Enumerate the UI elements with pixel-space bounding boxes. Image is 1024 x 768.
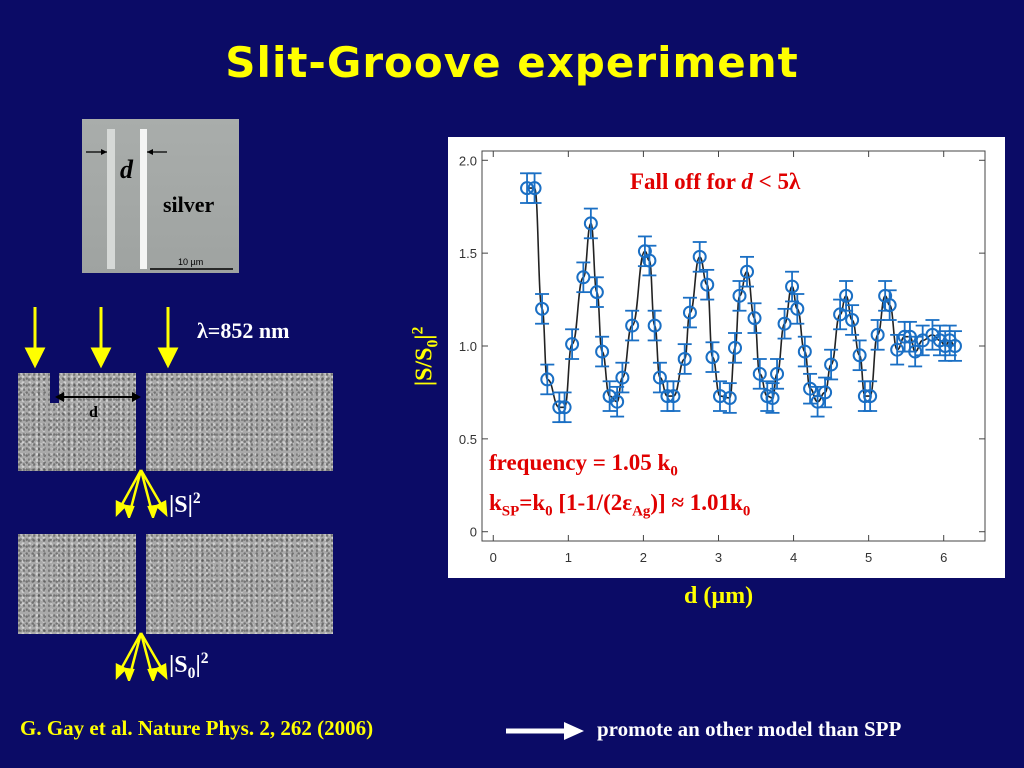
data-point <box>752 366 767 381</box>
data-point <box>824 357 839 372</box>
x-axis-title: d (µm) <box>684 583 754 609</box>
x-tick-label: 1 <box>565 550 572 565</box>
y-tick-label: 1.0 <box>459 339 477 354</box>
reference-left-block <box>18 534 136 634</box>
x-tick-label: 5 <box>865 550 872 565</box>
data-point <box>527 181 542 196</box>
groove-line <box>107 129 115 269</box>
data-point <box>700 277 715 292</box>
slide-title: Slit-Groove experiment <box>225 38 799 87</box>
data-point <box>790 301 805 316</box>
footer-arrow <box>506 722 584 740</box>
data-point <box>785 279 800 294</box>
data-point <box>625 318 640 333</box>
fall-off-annotation: Fall off for d < 5λ <box>630 169 801 194</box>
data-point <box>870 327 885 342</box>
data-point <box>882 298 897 313</box>
citation: G. Gay et al. Nature Phys. 2, 262 (2006) <box>20 716 374 740</box>
data-point <box>595 344 610 359</box>
data-point <box>839 288 854 303</box>
sem-micrograph: d silver 10 µm <box>82 119 239 273</box>
data-point <box>642 253 657 268</box>
sem-drawing <box>86 129 233 270</box>
emission-arrows-2 <box>115 632 168 681</box>
data-point <box>583 216 598 231</box>
wavelength-label: λ=852 nm <box>197 318 290 343</box>
data-point <box>712 389 727 404</box>
data-point <box>652 370 667 385</box>
sem-material-label: silver <box>163 192 215 217</box>
data-point <box>520 181 535 196</box>
data-point <box>863 389 878 404</box>
schematic-d-label: d <box>89 404 98 421</box>
incident-arrows <box>24 307 179 369</box>
frequency-annotation: frequency = 1.05 k0 <box>489 450 678 480</box>
y-tick-label: 2.0 <box>459 153 477 168</box>
sem-d-label: d <box>120 155 133 184</box>
slit-line <box>140 129 147 269</box>
x-tick-label: 0 <box>490 550 497 565</box>
data-point <box>692 249 707 264</box>
data-point <box>666 389 681 404</box>
groove <box>50 373 59 403</box>
data-point <box>722 391 737 405</box>
data-point <box>818 385 833 400</box>
footer-note: promote an other model than SPP <box>597 717 902 741</box>
sample-left-block <box>18 373 136 471</box>
data-point <box>947 339 962 353</box>
data-point <box>747 311 762 326</box>
sem-scale-label: 10 µm <box>178 257 204 267</box>
data-point <box>615 370 630 385</box>
ksp-annotation: kSP=k0 [1-1/(2εAg)] ≈ 1.01k0 <box>489 490 751 520</box>
data-point <box>845 313 860 327</box>
data-point <box>565 337 580 352</box>
data-point <box>728 340 743 355</box>
d-arrow <box>55 392 141 402</box>
data-point <box>535 301 550 316</box>
plot-panel: 0 1 2 3 4 5 6 0 0.5 1.0 1.5 2.0 Fall off for d < 5λ… <box>448 137 1005 578</box>
data-point <box>740 264 755 279</box>
emission-arrows-1 <box>115 469 168 518</box>
y-axis-title: |S/S0|2 <box>409 326 442 387</box>
data-point <box>732 288 747 303</box>
data-point <box>677 352 692 366</box>
data-point <box>765 391 780 405</box>
reference-label: |S0|2 <box>169 650 209 682</box>
data-point <box>810 394 825 409</box>
x-tick-label: 2 <box>640 550 647 565</box>
x-tick-label: 6 <box>940 550 947 565</box>
data-point <box>557 400 572 415</box>
data-point <box>797 344 812 359</box>
data-point <box>647 318 662 333</box>
data-point <box>705 350 720 365</box>
data-point <box>770 366 785 381</box>
y-tick-label: 1.5 <box>459 246 477 261</box>
x-tick-label: 3 <box>715 550 722 565</box>
data-point <box>540 372 555 387</box>
data-point <box>890 342 905 357</box>
data-point <box>682 305 697 320</box>
data-point <box>852 348 867 363</box>
data-point <box>610 394 625 409</box>
data-point <box>576 270 591 285</box>
x-tick-label: 4 <box>790 550 797 565</box>
reference-right-block <box>146 534 333 634</box>
data-point <box>833 307 848 322</box>
signal-label: |S|2 <box>169 490 201 518</box>
plot-svg: 0 1 2 3 4 5 6 0 0.5 1.0 1.5 2.0 <box>459 150 986 565</box>
sample-right-block <box>146 373 333 471</box>
y-tick-label: 0 <box>470 525 477 540</box>
y-tick-label: 0.5 <box>459 432 477 447</box>
data-point <box>803 381 818 396</box>
data-point <box>589 285 604 300</box>
data-point <box>908 344 923 359</box>
